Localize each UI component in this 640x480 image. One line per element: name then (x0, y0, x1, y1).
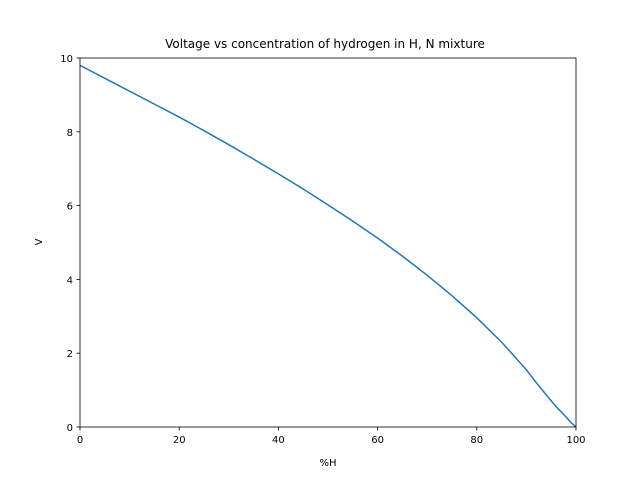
series-line-0 (79, 64, 577, 428)
y-tick-label: 10 (60, 54, 73, 65)
x-tick-label: 40 (272, 435, 285, 446)
x-axis-label: %H (319, 458, 336, 469)
chart-title: Voltage vs concentration of hydrogen in … (165, 37, 485, 51)
x-tick-label: 60 (371, 435, 384, 446)
x-tick-label: 80 (470, 435, 483, 446)
y-tick-label: 6 (67, 202, 73, 213)
x-tick-label: 0 (77, 435, 83, 446)
x-tick-label: 20 (173, 435, 186, 446)
y-axis-label: V (34, 238, 45, 245)
y-tick-label: 2 (67, 349, 73, 360)
y-tick-label: 8 (67, 128, 73, 139)
plot-area: 0 20 40 60 80 100 0 2 4 6 8 10 (60, 54, 585, 446)
y-tick-label: 4 (67, 275, 73, 286)
axes-frame (79, 57, 577, 428)
x-tick-label: 100 (566, 435, 585, 446)
y-tick-label: 0 (67, 423, 73, 434)
